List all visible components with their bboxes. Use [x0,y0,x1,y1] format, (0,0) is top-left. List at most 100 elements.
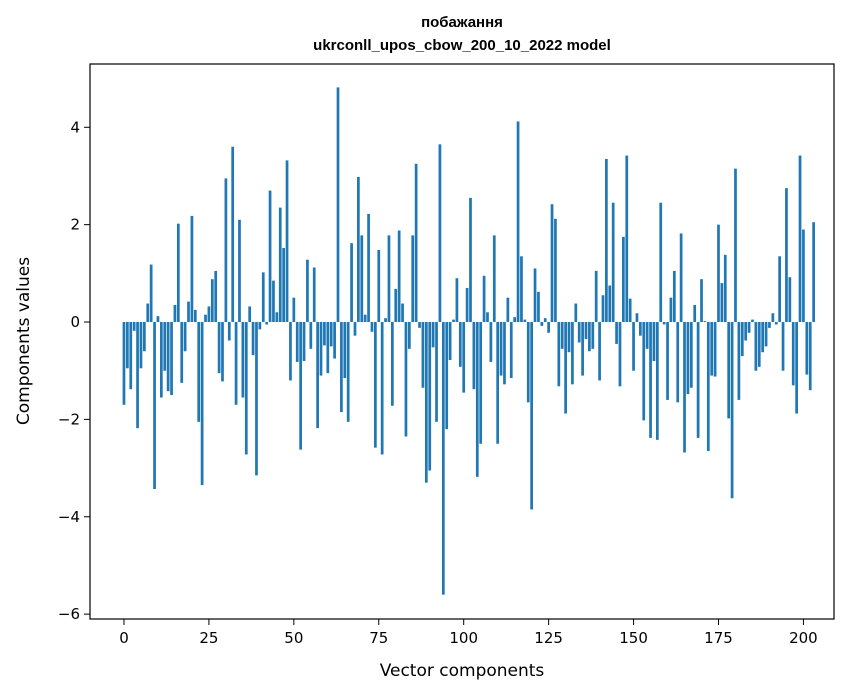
bar-component-131 [567,322,571,353]
bar-component-115 [513,317,517,323]
bar-component-26 [210,279,214,323]
bar-component-191 [771,313,775,323]
bar-component-84 [407,322,411,349]
bar-component-73 [370,322,374,332]
bar-component-197 [791,322,795,386]
bar-component-63 [336,87,340,323]
bar-component-199 [798,155,802,323]
bar-component-194 [781,322,785,371]
bar-component-201 [805,322,809,375]
bar-component-97 [452,319,455,323]
bar-component-125 [547,322,550,333]
bar-component-55 [309,322,313,349]
bar-component-39 [255,322,258,476]
bar-component-133 [574,303,578,323]
bar-component-53 [302,322,306,361]
bar-component-95 [445,322,449,430]
bar-component-156 [652,322,656,361]
bar-component-72 [367,213,370,323]
bar-component-116 [516,121,520,323]
bar-component-176 [720,283,724,323]
bar-component-163 [676,322,680,403]
bar-component-36 [244,322,248,455]
y-tick-label: −6 [58,605,80,623]
bar-component-180 [734,168,737,323]
bar-component-138 [591,322,595,349]
bar-component-103 [472,322,476,390]
y-tick-label: −2 [58,410,80,428]
bar-component-189 [764,322,768,347]
bar-component-85 [411,235,415,323]
x-tick-label: 25 [199,629,218,647]
bar-component-66 [346,322,350,422]
bar-component-50 [292,297,296,323]
bar-component-126 [550,204,554,323]
bar-component-170 [700,279,703,323]
bar-component-82 [401,303,404,323]
bar-component-144 [611,202,615,323]
bar-component-203 [812,222,815,323]
bar-component-88 [421,322,425,388]
bar-component-81 [397,230,401,323]
bar-component-5 [139,322,143,369]
bar-component-23 [200,322,204,486]
bar-component-172 [706,322,710,452]
bar-component-54 [306,259,309,323]
bar-component-33 [234,322,238,405]
bar-component-160 [666,322,669,400]
bar-component-113 [506,297,510,323]
bar-component-135 [581,322,584,376]
bar-component-15 [173,304,177,323]
bar-component-150 [632,322,635,371]
bar-component-38 [251,322,255,356]
bar-component-181 [737,322,741,400]
bar-component-149 [628,298,632,323]
bar-component-90 [428,322,432,471]
bar-component-22 [197,322,201,422]
bar-component-31 [227,322,231,341]
x-tick-label: 175 [704,629,733,647]
x-tick-label: 75 [369,629,388,647]
bar-component-57 [316,322,319,429]
bar-component-127 [554,218,557,323]
ticks-group: 0 25 50 75 100 125 150 175 200 −6 −4 −2 0 2 4 [58,118,818,647]
bar-component-136 [584,322,588,340]
bar-component-51 [295,322,299,362]
bar-component-120 [530,322,533,510]
bar-component-70 [360,235,364,323]
bar-component-37 [248,306,252,323]
bar-component-148 [625,155,629,323]
bar-component-124 [543,318,547,323]
bar-component-175 [717,224,720,323]
bar-component-29 [221,322,224,382]
bar-component-45 [275,312,279,323]
bar-component-118 [523,319,527,323]
bar-component-12 [163,322,167,371]
bar-component-60 [326,322,330,374]
bar-component-89 [424,322,428,483]
bar-component-59 [323,322,326,346]
x-axis-label: Vector components [380,661,545,681]
bar-component-179 [730,322,734,499]
bar-component-145 [615,322,618,344]
bar-component-196 [788,277,792,323]
bar-component-166 [686,322,690,395]
bar-component-19 [187,301,190,323]
x-tick-label: 100 [449,629,478,647]
bar-component-2 [129,322,133,390]
bar-component-159 [662,322,666,325]
bar-component-11 [159,322,163,398]
bar-component-40 [258,322,262,330]
bar-component-169 [696,322,700,438]
bar-component-7 [146,303,150,323]
bar-component-44 [272,280,275,323]
bar-component-141 [601,295,605,323]
bar-component-46 [278,207,282,323]
bar-component-34 [238,219,241,323]
bar-component-152 [639,322,642,336]
bars-group [122,87,815,595]
x-tick-label: 150 [619,629,648,647]
bar-component-80 [394,288,398,323]
bar-component-143 [608,285,612,323]
